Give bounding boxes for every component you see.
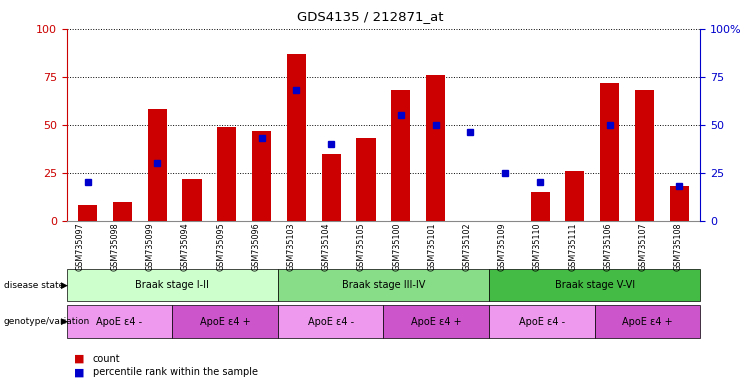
Text: ▶: ▶: [61, 281, 67, 290]
Text: ApoE ε4 -: ApoE ε4 -: [96, 316, 142, 327]
Text: GSM735097: GSM735097: [76, 223, 84, 271]
Bar: [565, 171, 585, 221]
Text: GSM735111: GSM735111: [568, 223, 577, 271]
Text: GSM735103: GSM735103: [287, 223, 296, 271]
Text: GDS4135 / 212871_at: GDS4135 / 212871_at: [297, 10, 444, 23]
Bar: [217, 127, 236, 221]
Text: GSM735105: GSM735105: [357, 223, 366, 271]
Bar: [635, 90, 654, 221]
Text: GSM735110: GSM735110: [533, 223, 542, 271]
Text: Braak stage I-II: Braak stage I-II: [136, 280, 209, 290]
Bar: [531, 192, 550, 221]
Bar: [78, 205, 97, 221]
Text: count: count: [93, 354, 120, 364]
Text: disease state: disease state: [4, 281, 64, 290]
Bar: [322, 154, 341, 221]
Text: Braak stage III-IV: Braak stage III-IV: [342, 280, 425, 290]
Bar: [356, 138, 376, 221]
Text: GSM735098: GSM735098: [110, 223, 119, 271]
Text: ■: ■: [74, 354, 84, 364]
Text: ▶: ▶: [61, 317, 67, 326]
Text: ApoE ε4 +: ApoE ε4 +: [411, 316, 462, 327]
Bar: [670, 186, 689, 221]
Text: ■: ■: [74, 367, 84, 377]
Text: ApoE ε4 -: ApoE ε4 -: [308, 316, 353, 327]
Text: GSM735102: GSM735102: [462, 223, 471, 271]
Bar: [113, 202, 132, 221]
Text: GSM735094: GSM735094: [181, 223, 190, 271]
Text: ApoE ε4 +: ApoE ε4 +: [200, 316, 250, 327]
Text: GSM735100: GSM735100: [392, 223, 401, 271]
Text: ApoE ε4 -: ApoE ε4 -: [519, 316, 565, 327]
Text: GSM735109: GSM735109: [498, 223, 507, 271]
Text: GSM735099: GSM735099: [146, 223, 155, 271]
Text: GSM735095: GSM735095: [216, 223, 225, 271]
Text: GSM735101: GSM735101: [428, 223, 436, 271]
Text: GSM735104: GSM735104: [322, 223, 330, 271]
Text: genotype/variation: genotype/variation: [4, 317, 90, 326]
Bar: [182, 179, 202, 221]
Text: ApoE ε4 +: ApoE ε4 +: [622, 316, 673, 327]
Text: GSM735106: GSM735106: [603, 223, 612, 271]
Bar: [600, 83, 619, 221]
Text: Braak stage V-VI: Braak stage V-VI: [554, 280, 635, 290]
Bar: [426, 75, 445, 221]
Bar: [391, 90, 411, 221]
Text: GSM735096: GSM735096: [251, 223, 260, 271]
Text: percentile rank within the sample: percentile rank within the sample: [93, 367, 258, 377]
Bar: [252, 131, 271, 221]
Text: GSM735107: GSM735107: [639, 223, 648, 271]
Text: GSM735108: GSM735108: [674, 223, 682, 271]
Bar: [147, 109, 167, 221]
Bar: [287, 54, 306, 221]
